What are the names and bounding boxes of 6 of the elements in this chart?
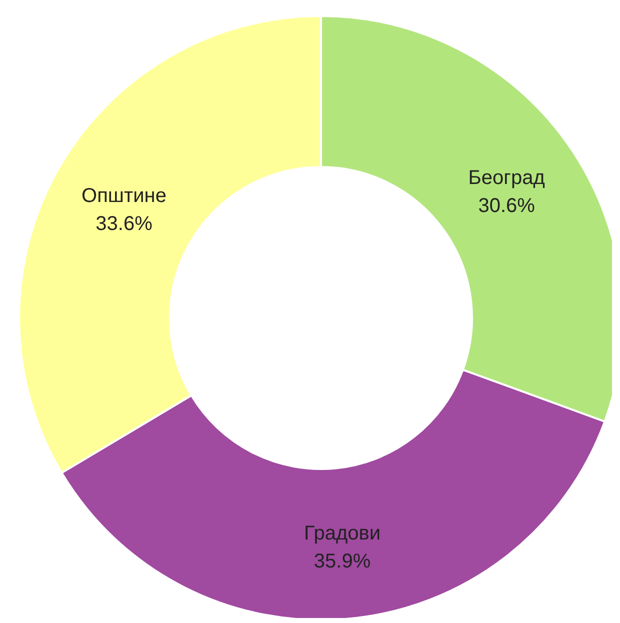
data-label: 30.6%	[478, 195, 536, 218]
data-label: 35.9%	[314, 550, 371, 572]
data-label: 33.6%	[96, 213, 153, 236]
slice-label: Градови	[304, 522, 381, 544]
slice-label: Општине	[82, 185, 166, 208]
slice-label: Београд	[468, 167, 546, 190]
